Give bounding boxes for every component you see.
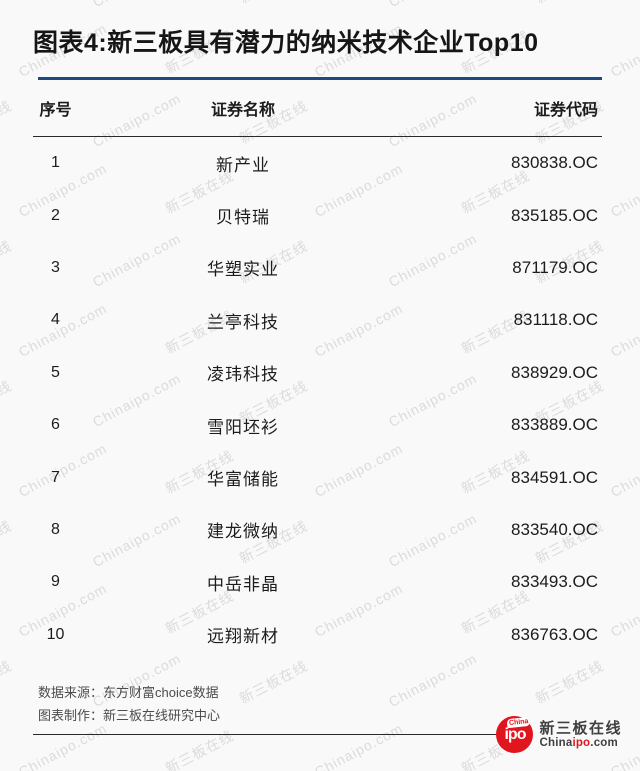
row-company-name: 雪阳坯衫: [207, 417, 279, 437]
column-header-index: 序号: [39, 102, 72, 119]
row-security-code: 831118.OC: [513, 310, 598, 330]
row-security-code: 834591.OC: [511, 467, 598, 487]
watermark-text: 新三板在线: [0, 0, 15, 8]
row-index: 3: [51, 258, 60, 276]
row-security-code: 835185.OC: [511, 205, 598, 225]
watermark-text: 新三板在线: [532, 0, 608, 8]
row-security-code: 836763.OC: [511, 624, 598, 644]
title-divider: [38, 77, 602, 80]
logo-site-url: Chinaipo.com: [539, 737, 622, 750]
logo-text-block: 新三板在线 Chinaipo.com: [539, 720, 622, 750]
data-source-note: 数据来源：东方财富choice数据: [38, 684, 219, 700]
row-company-name: 远翔新材: [207, 627, 279, 647]
chinaipo-badge-icon: China ipo: [496, 716, 534, 753]
badge-ipo-label: ipo: [504, 726, 526, 743]
row-company-name: 贝特瑞: [216, 208, 270, 228]
row-index: 4: [51, 311, 60, 329]
watermark-text: 新三板在线: [236, 0, 312, 8]
watermark-text: Chinaipo.com: [90, 0, 184, 10]
table-row: 7 华富储能 834591.OC: [33, 451, 602, 503]
table-row: 6 雪阳坯衫 833889.OC: [33, 399, 602, 451]
table-row: 5 凌玮科技 838929.OC: [33, 347, 602, 399]
watermark-text: Chinaipo.com: [386, 0, 480, 10]
row-index: 5: [51, 363, 60, 381]
row-security-code: 833540.OC: [511, 519, 598, 539]
row-index: 10: [46, 625, 65, 643]
bottom-divider: [33, 733, 510, 735]
row-company-name: 中岳非晶: [207, 574, 279, 594]
table-header-row: 序号 证券名称 证券代码: [33, 80, 602, 137]
column-header-code: 证券代码: [533, 102, 598, 119]
table-row: 10 远翔新材 836763.OC: [33, 609, 602, 661]
row-index: 2: [51, 206, 60, 224]
table-row: 1 新产业 830838.OC: [33, 137, 602, 189]
row-security-code: 838929.OC: [511, 362, 598, 382]
footer-notes: 数据来源：东方财富choice数据 图表制作：新三板在线研究中心: [38, 681, 602, 727]
table-row: 4 兰亭科技 831118.OC: [33, 294, 602, 346]
row-security-code: 833889.OC: [511, 415, 598, 435]
row-company-name: 新产业: [216, 155, 270, 175]
table-body: 1 新产业 830838.OC 2 贝特瑞 835185.OC 3 华塑实业 8…: [33, 137, 602, 661]
row-company-name: 建龙微纳: [207, 522, 279, 542]
row-company-name: 华塑实业: [207, 260, 279, 280]
row-index: 1: [51, 154, 60, 172]
table-row: 8 建龙微纳 833540.OC: [33, 504, 602, 556]
row-company-name: 兰亭科技: [207, 312, 279, 332]
figure-title: 图表4:新三板具有潜力的纳米技术企业Top10: [33, 29, 539, 57]
logo-site-name: 新三板在线: [539, 719, 622, 737]
row-security-code: 871179.OC: [512, 257, 598, 277]
row-company-name: 华富储能: [207, 470, 279, 490]
table-row: 3 华塑实业 871179.OC: [33, 242, 602, 294]
table-row: 9 中岳非晶 833493.OC: [33, 556, 602, 608]
logo-url-prefix: China: [539, 736, 573, 749]
companies-table: 序号 证券名称 证券代码 1 新产业 830838.OC 2 贝特瑞 83518…: [33, 80, 602, 661]
table-row: 2 贝特瑞 835185.OC: [33, 189, 602, 241]
column-header-name: 证券名称: [210, 102, 275, 119]
row-security-code: 833493.OC: [511, 572, 598, 592]
chart-maker-note: 图表制作：新三板在线研究中心: [38, 707, 221, 723]
row-company-name: 凌玮科技: [207, 365, 279, 385]
row-index: 6: [51, 416, 60, 434]
logo-url-ipo: ipo: [572, 736, 591, 749]
row-index: 7: [51, 468, 60, 486]
logo-url-suffix: .com: [590, 736, 618, 749]
row-index: 9: [51, 573, 60, 591]
row-security-code: 830838.OC: [511, 153, 598, 173]
chinaipo-logo: China ipo 新三板在线 Chinaipo.com: [496, 716, 622, 753]
row-index: 8: [51, 520, 60, 538]
